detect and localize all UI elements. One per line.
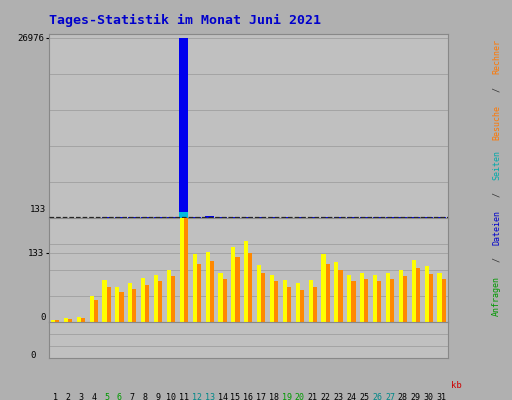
Bar [390,279,394,322]
Text: /: / [492,252,501,267]
Bar [133,289,137,322]
Bar [321,217,330,218]
Bar [441,279,445,322]
Bar [377,282,381,322]
Bar [274,282,278,322]
Bar [180,0,184,322]
Bar [411,217,420,218]
Text: /: / [492,82,501,97]
Bar [416,268,420,322]
Bar [300,290,304,322]
Bar [364,279,369,322]
Bar [360,273,364,322]
Text: /: / [492,187,501,202]
Text: Rechner: Rechner [492,40,501,74]
Bar [360,217,369,218]
Bar [77,317,81,322]
Bar [115,287,119,322]
Text: Dateien: Dateien [492,210,501,244]
Bar [429,274,433,322]
Bar [231,246,236,322]
Bar [166,217,176,218]
Bar [373,217,381,218]
Bar [154,217,163,218]
Bar [398,217,408,218]
Bar [283,280,287,322]
Bar [412,260,416,322]
Bar [184,0,188,322]
Bar [64,318,68,322]
Bar [141,278,145,322]
Bar [322,254,326,322]
Bar [351,282,355,322]
Bar [347,217,356,218]
Bar [158,282,162,322]
Bar [102,217,111,218]
Text: Tages-Statistik im Monat Juni 2021: Tages-Statistik im Monat Juni 2021 [49,14,321,27]
Bar [244,241,248,322]
Bar [261,273,265,322]
Bar [257,217,266,218]
Bar [218,217,227,218]
Bar [338,270,343,322]
Bar [119,292,123,322]
Bar [210,261,214,322]
Bar [68,319,72,322]
Bar [373,275,377,322]
Bar [334,262,338,322]
Text: kb: kb [451,381,461,390]
Text: 0: 0 [41,313,46,322]
Bar [90,296,94,322]
Bar [102,280,106,322]
Bar [223,279,227,322]
Bar [437,217,446,218]
Bar [296,283,300,322]
Bar [347,275,351,322]
Bar [205,216,214,218]
Bar [287,287,291,322]
Bar [326,264,330,322]
Bar [403,276,407,322]
Bar [236,257,240,322]
Bar [219,273,223,322]
Bar [128,283,133,322]
Bar [309,280,313,322]
Bar [179,38,188,218]
Bar [94,300,98,322]
Bar [106,287,111,322]
Bar [197,264,201,322]
Bar [193,217,201,218]
Bar [386,217,395,218]
Bar [270,275,274,322]
Bar [141,217,150,218]
Bar [424,266,429,322]
Bar [244,217,253,218]
Bar [424,217,433,218]
Bar [128,217,137,218]
Bar [205,252,210,322]
Bar [51,320,55,322]
Bar [145,284,150,322]
Bar [386,273,390,322]
Text: 133: 133 [30,205,46,214]
Bar [334,217,343,218]
Bar [248,253,252,322]
Y-axis label: 0: 0 [30,351,35,360]
Bar [231,217,240,218]
Bar [167,270,171,322]
Bar [179,212,188,218]
Text: Anfragen: Anfragen [492,276,501,316]
Bar [193,254,197,322]
Bar [437,273,441,322]
Bar [399,270,403,322]
Bar [55,320,59,322]
Text: Besuche: Besuche [492,105,501,140]
Bar [81,318,85,322]
Bar [313,287,317,322]
Bar [154,275,158,322]
Text: Seiten: Seiten [492,150,501,180]
Bar [171,276,175,322]
Bar [257,265,261,322]
